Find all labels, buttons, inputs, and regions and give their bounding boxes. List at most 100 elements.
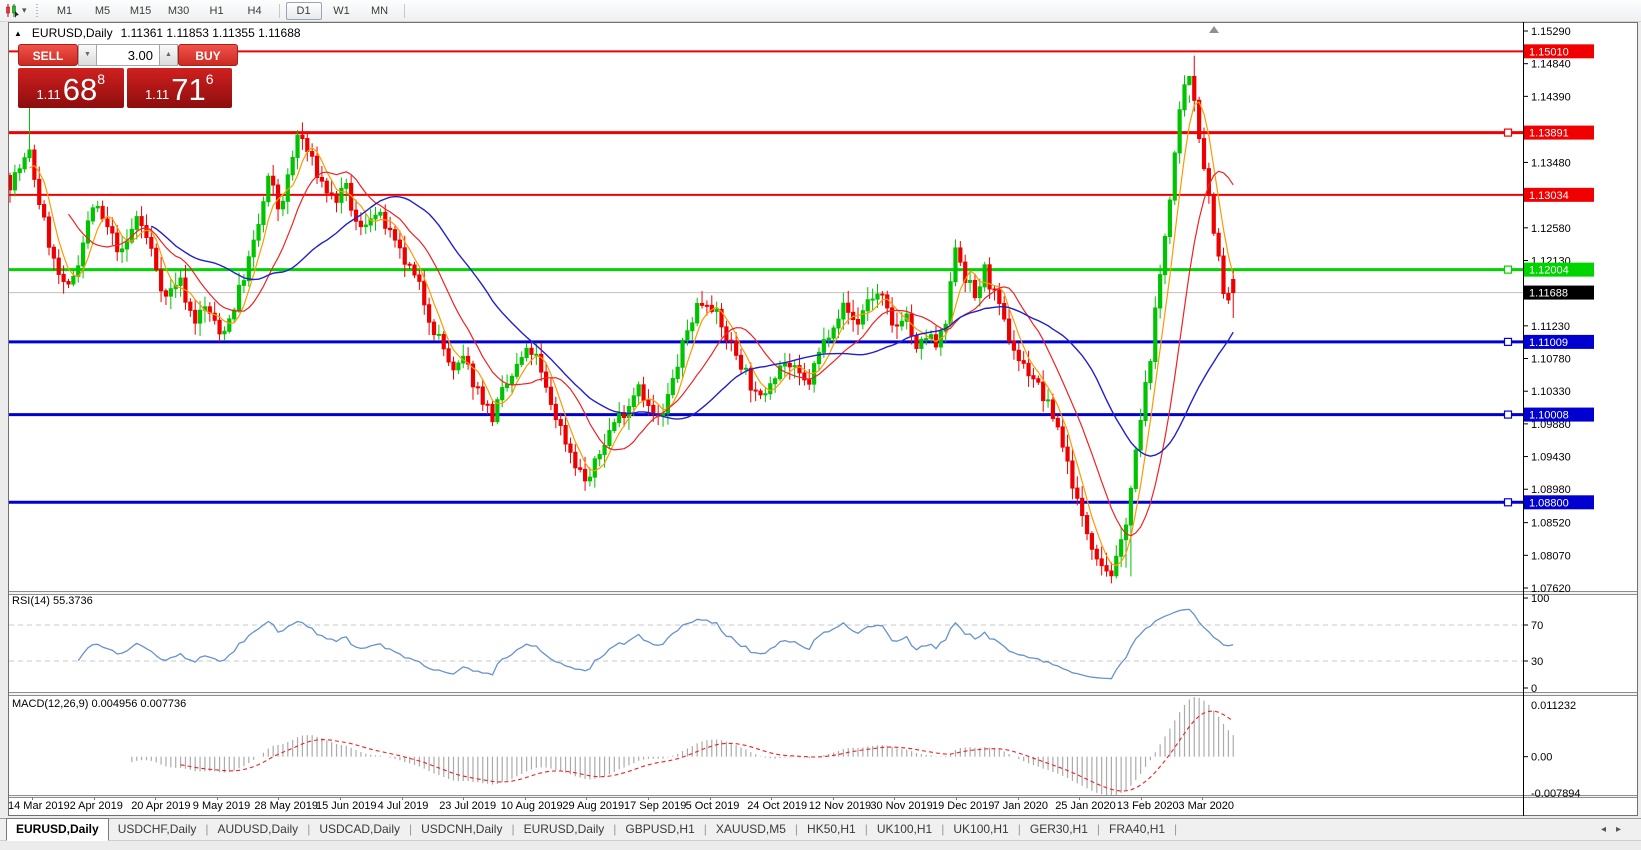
macd-indicator-label: MACD(12,26,9) 0.004956 0.007736 [12, 698, 187, 710]
chart-tab-hk50-h1[interactable]: HK50,H1 [807, 822, 856, 836]
status-strip [0, 842, 1641, 850]
price-level-label-1.13034[interactable]: 1.13034 [1524, 187, 1594, 202]
volume-decrease-button[interactable]: ▼ [78, 44, 97, 66]
toolbar-grip[interactable] [34, 3, 40, 18]
date-tick [216, 797, 218, 800]
sell-price-tile[interactable]: 1.11 68 8 [18, 68, 124, 108]
price-level-label-1.12004[interactable]: 1.12004 [1524, 262, 1594, 277]
timeframe-button-m1[interactable]: M1 [56, 4, 73, 17]
rsi-scale-tick: 0 [1531, 683, 1537, 695]
chart-tab-eurusd-daily[interactable]: EURUSD,Daily [523, 822, 605, 836]
date-tick [32, 797, 33, 800]
price-level-label-1.13891[interactable]: 1.13891 [1524, 125, 1594, 140]
dropdown-caret-icon[interactable]: ▾ [22, 5, 27, 15]
price-level-label-1.08800[interactable]: 1.08800 [1524, 495, 1594, 510]
date-tick [832, 797, 834, 800]
date-label: 10 Aug 2019 [500, 800, 563, 812]
tab-separator: | [703, 822, 707, 836]
price-tick: 1.09880 [1531, 419, 1571, 431]
chart-tab-xauusd-m5[interactable]: XAUUSD,M5 [715, 822, 786, 836]
chart-tab-bar: EURUSD,Daily USDCHF,Daily | AUDUSD,Daily | US… [0, 818, 1641, 841]
chart-collapse-icon[interactable]: ▲ [14, 28, 22, 38]
timeframe-button-m15[interactable]: M15 [129, 4, 152, 17]
macd-scale-tick: 0.011232 [1531, 700, 1576, 712]
chart-tab-ger30-h1[interactable]: GER30,H1 [1029, 822, 1088, 836]
volume-input[interactable] [97, 44, 159, 66]
svg-text:1.15010: 1.15010 [1529, 46, 1569, 58]
date-label: 13 Feb 2020 [1116, 800, 1179, 812]
level-handle[interactable] [1503, 498, 1513, 507]
volume-increase-button[interactable]: ▲ [159, 44, 178, 66]
date-tick [401, 797, 403, 800]
price-tick: 1.08520 [1531, 518, 1571, 530]
date-tick [524, 797, 526, 800]
date-tick [1140, 797, 1142, 800]
date-tick [771, 797, 773, 800]
rsi-scale-tick: 30 [1531, 656, 1543, 668]
chart-tab-uk100-h1[interactable]: UK100,H1 [953, 822, 1009, 836]
timeframe-button-mn[interactable]: MN [370, 4, 389, 17]
date-tick [586, 797, 588, 800]
chart-tab-usdcnh-daily[interactable]: USDCNH,Daily [421, 822, 503, 836]
date-tick [463, 797, 465, 800]
price-level-label-1.15010[interactable]: 1.15010 [1524, 44, 1594, 59]
price-tick: 1.15290 [1531, 26, 1571, 38]
tab-separator: | [794, 822, 799, 836]
chart-tab-audusd-daily[interactable]: AUDUSD,Daily [217, 822, 299, 836]
tab-separator: | [941, 822, 945, 836]
buy-price-pip: 6 [205, 71, 214, 87]
sell-button[interactable]: SELL [18, 44, 78, 66]
level-handle[interactable] [1503, 410, 1513, 419]
buy-price-tile[interactable]: 1.11 71 6 [126, 68, 232, 108]
level-handle[interactable] [1503, 265, 1513, 274]
price-tick: 1.07620 [1531, 583, 1571, 595]
price-tick: 1.12580 [1531, 223, 1571, 235]
chart-tab-usdcad-daily[interactable]: USDCAD,Daily [319, 822, 400, 836]
tab-separator: | [409, 822, 413, 836]
buy-price-main: 71 [171, 72, 206, 107]
price-tick: 1.08980 [1531, 484, 1571, 496]
chart-tab-gbpusd-h1[interactable]: GBPUSD,H1 [625, 822, 695, 836]
rsi-pane: 100 70 30 0 [9, 593, 1549, 695]
top-toolbar: ▾ M1 M5 M15 M30 H1 H4 D1 W1 MN [0, 0, 1641, 22]
date-tick [956, 797, 957, 800]
timeframe-button-h4[interactable]: H4 [247, 4, 262, 17]
macd-scale-tick: 0.00 [1531, 752, 1552, 764]
rsi-indicator-label: RSI(14) 55.3736 [12, 595, 93, 607]
timeframe-button-w1[interactable]: W1 [333, 4, 350, 17]
timeframe-button-m5[interactable]: M5 [94, 4, 111, 17]
timeframe-button-m30[interactable]: M30 [167, 4, 190, 17]
chart-tab-uk100-h1[interactable]: UK100,H1 [876, 822, 933, 836]
chart-tab-eurusd-daily[interactable]: EURUSD,Daily [6, 818, 109, 841]
time-axis[interactable]: 14 Mar 2019 2 Apr 2019 20 Apr 2019 9 May 20… [0, 797, 1641, 815]
level-handle[interactable] [1503, 337, 1513, 346]
chart-type-button[interactable]: ▾ [0, 2, 31, 20]
chart-tab-usdchf-daily[interactable]: USDCHF,Daily [117, 822, 197, 836]
price-level-label-1.11009[interactable]: 1.11009 [1524, 334, 1594, 349]
chart-ohlc-readout: 1.11361 1.11853 1.11355 1.11688 [120, 26, 301, 40]
date-label: 19 Dec 2019 [932, 800, 995, 812]
horizontal-level-lines[interactable] [9, 50, 1523, 507]
price-level-label-1.11688[interactable]: 1.11688 [1524, 285, 1594, 300]
tab-scroll-arrows[interactable]: ◂▸ [1600, 824, 1631, 835]
chart-tab-fra40-h1[interactable]: FRA40,H1 [1109, 822, 1166, 836]
timeframe-button-d1[interactable]: D1 [285, 1, 322, 20]
macd-histogram [131, 697, 1234, 795]
price-level-label-1.10008[interactable]: 1.10008 [1524, 407, 1594, 422]
tab-separator: | [511, 822, 515, 836]
date-label: 29 Aug 2019 [562, 800, 625, 812]
price-tick: 1.13480 [1531, 157, 1571, 169]
buy-button[interactable]: BUY [178, 44, 238, 66]
timeframe-button-group: M1 M5 M15 M30 H1 H4 D1 W1 MN [46, 1, 410, 20]
date-tick [709, 797, 711, 800]
chart-shift-marker-icon [1209, 26, 1219, 33]
timeframe-button-h1[interactable]: H1 [209, 4, 224, 17]
moving-average-5 [29, 101, 1234, 567]
date-tick [648, 797, 649, 800]
date-label: 12 Nov 2019 [808, 800, 872, 812]
date-tick [894, 797, 896, 800]
rsi-scale-tick: 70 [1531, 620, 1543, 632]
price-tick: 1.14840 [1531, 59, 1571, 71]
level-handle[interactable] [1503, 128, 1513, 137]
